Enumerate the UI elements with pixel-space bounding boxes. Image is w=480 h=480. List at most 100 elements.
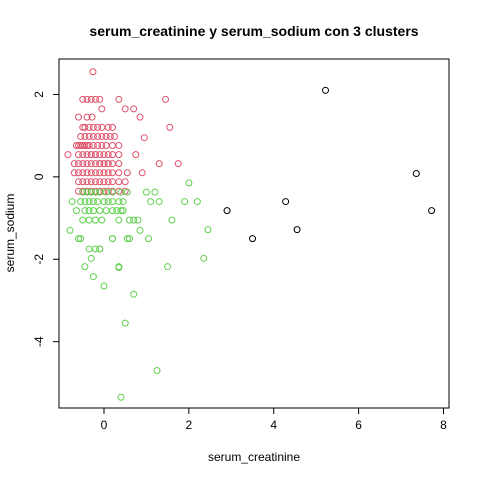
data-point-cluster-2 bbox=[100, 198, 108, 206]
data-point-cluster-1 bbox=[94, 123, 102, 131]
data-point-cluster-1 bbox=[102, 142, 110, 150]
data-point-cluster-1 bbox=[94, 142, 102, 150]
data-point-cluster-2 bbox=[185, 179, 193, 187]
data-point-cluster-2 bbox=[155, 198, 163, 206]
data-point-cluster-1 bbox=[81, 123, 89, 131]
data-point-cluster-1 bbox=[121, 178, 129, 186]
data-point-cluster-1 bbox=[115, 160, 123, 168]
data-point-cluster-1 bbox=[138, 169, 146, 177]
data-point-cluster-1 bbox=[77, 132, 85, 140]
y-tick-label: 0 bbox=[32, 173, 46, 180]
data-point-cluster-1 bbox=[111, 132, 119, 140]
data-point-cluster-2 bbox=[92, 216, 99, 224]
data-point-cluster-1 bbox=[79, 169, 87, 177]
data-point-cluster-1 bbox=[75, 169, 83, 177]
data-point-cluster-1 bbox=[104, 160, 112, 168]
data-point-cluster-2 bbox=[136, 226, 144, 234]
data-point-cluster-2 bbox=[83, 188, 91, 196]
data-point-cluster-1 bbox=[87, 178, 95, 186]
data-point-cluster-1 bbox=[100, 151, 108, 159]
data-point-cluster-1 bbox=[79, 151, 87, 159]
y-tick-label: -2 bbox=[32, 254, 46, 265]
data-point-cluster-2 bbox=[85, 216, 93, 224]
data-point-cluster-2 bbox=[98, 216, 106, 224]
data-point-cluster-2 bbox=[89, 207, 97, 215]
data-point-cluster-2 bbox=[92, 188, 99, 196]
data-point-cluster-1 bbox=[89, 68, 97, 76]
data-point-cluster-1 bbox=[98, 132, 106, 140]
data-point-cluster-1 bbox=[92, 169, 99, 177]
data-point-cluster-3 bbox=[223, 207, 231, 215]
data-point-cluster-1 bbox=[104, 123, 112, 131]
data-point-cluster-2 bbox=[108, 198, 116, 206]
data-point-cluster-2 bbox=[85, 198, 93, 206]
data-point-cluster-1 bbox=[155, 160, 163, 168]
data-point-cluster-1 bbox=[75, 178, 83, 186]
data-point-cluster-1 bbox=[70, 169, 78, 177]
data-point-cluster-2 bbox=[108, 207, 116, 215]
data-point-cluster-1 bbox=[92, 151, 99, 159]
data-point-cluster-1 bbox=[83, 113, 91, 121]
data-point-cluster-2 bbox=[108, 235, 116, 243]
data-point-cluster-1 bbox=[94, 132, 102, 140]
data-point-cluster-2 bbox=[193, 198, 201, 206]
data-point-cluster-1 bbox=[108, 151, 116, 159]
data-point-cluster-1 bbox=[132, 151, 140, 159]
data-point-cluster-1 bbox=[162, 95, 170, 103]
data-point-cluster-2 bbox=[108, 188, 116, 196]
data-point-cluster-2 bbox=[115, 198, 123, 206]
data-point-cluster-1 bbox=[123, 169, 131, 177]
y-tick-label: -4 bbox=[32, 336, 46, 347]
data-point-cluster-3 bbox=[322, 86, 330, 94]
x-tick-label: 4 bbox=[270, 418, 277, 432]
data-point-cluster-2 bbox=[96, 207, 104, 215]
data-point-cluster-1 bbox=[79, 160, 87, 168]
data-point-cluster-2 bbox=[125, 216, 133, 224]
data-point-cluster-2 bbox=[96, 245, 104, 253]
x-tick-label: 8 bbox=[440, 418, 447, 432]
data-point-cluster-1 bbox=[115, 169, 123, 177]
data-point-cluster-1 bbox=[75, 113, 83, 121]
data-point-cluster-1 bbox=[83, 95, 91, 103]
data-point-cluster-1 bbox=[106, 132, 114, 140]
data-point-cluster-2 bbox=[181, 198, 189, 206]
data-point-cluster-2 bbox=[117, 207, 125, 215]
data-point-cluster-1 bbox=[102, 132, 110, 140]
data-point-cluster-1 bbox=[115, 151, 123, 159]
data-point-cluster-2 bbox=[117, 393, 125, 401]
data-point-cluster-1 bbox=[87, 169, 95, 177]
data-point-cluster-1 bbox=[96, 151, 104, 159]
data-point-cluster-1 bbox=[83, 142, 91, 150]
data-point-cluster-1 bbox=[98, 142, 106, 150]
data-point-cluster-2 bbox=[200, 254, 208, 262]
data-point-cluster-3 bbox=[282, 198, 290, 206]
data-point-cluster-1 bbox=[70, 160, 78, 168]
data-point-cluster-2 bbox=[147, 198, 155, 206]
data-point-cluster-2 bbox=[79, 188, 87, 196]
data-point-cluster-2 bbox=[123, 188, 131, 196]
data-point-cluster-1 bbox=[115, 178, 123, 186]
data-point-cluster-1 bbox=[108, 178, 116, 186]
data-point-cluster-1 bbox=[115, 95, 123, 103]
data-point-cluster-2 bbox=[77, 198, 85, 206]
data-point-cluster-1 bbox=[140, 134, 148, 142]
data-point-cluster-2 bbox=[102, 188, 110, 196]
data-point-cluster-1 bbox=[79, 178, 87, 186]
data-point-cluster-1 bbox=[166, 123, 174, 131]
data-point-cluster-2 bbox=[102, 207, 110, 215]
x-tick-label: 2 bbox=[186, 418, 193, 432]
data-point-cluster-2 bbox=[85, 245, 93, 253]
data-point-cluster-1 bbox=[115, 142, 123, 150]
data-point-cluster-2 bbox=[87, 188, 95, 196]
data-point-cluster-2 bbox=[115, 216, 123, 224]
y-axis-label: serum_sodium bbox=[3, 194, 17, 273]
data-point-cluster-1 bbox=[136, 113, 144, 121]
data-point-cluster-1 bbox=[98, 105, 106, 113]
data-point-cluster-1 bbox=[96, 160, 104, 168]
data-point-cluster-2 bbox=[75, 235, 83, 243]
data-point-cluster-2 bbox=[81, 198, 89, 206]
data-point-cluster-1 bbox=[96, 169, 104, 177]
data-point-cluster-2 bbox=[66, 226, 74, 234]
data-point-cluster-2 bbox=[85, 207, 93, 215]
data-point-cluster-1 bbox=[87, 95, 95, 103]
